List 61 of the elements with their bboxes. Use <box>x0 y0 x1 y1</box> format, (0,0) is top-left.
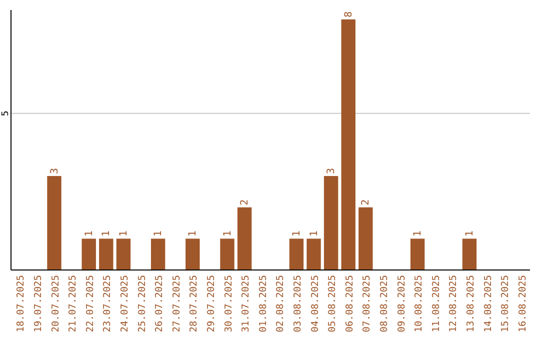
bar <box>410 238 425 270</box>
data-label: 1 <box>84 230 95 237</box>
bar <box>358 207 373 270</box>
x-tick-label: 16.08.2025 <box>517 275 528 332</box>
x-tick-label: 03.08.2025 <box>292 275 304 332</box>
bar <box>237 207 252 270</box>
x-tick-label: 01.08.2025 <box>258 275 269 332</box>
y-tick-label: 5 <box>1 110 11 116</box>
bar <box>47 176 62 270</box>
bar <box>306 238 321 270</box>
x-tick-label: 20.07.2025 <box>50 275 62 332</box>
x-tick-label: 27.07.2025 <box>171 275 182 332</box>
x-tick-label: 06.08.2025 <box>344 275 356 332</box>
data-label: 1 <box>222 230 234 237</box>
data-label: 8 <box>343 11 354 18</box>
x-tick-label: 09.08.2025 <box>396 275 408 332</box>
data-label: 2 <box>360 199 372 206</box>
x-tick-label: 15.08.2025 <box>500 275 512 332</box>
bar <box>150 238 166 270</box>
bar <box>462 238 477 270</box>
bar <box>220 238 234 270</box>
x-tick-label: 08.08.2025 <box>378 275 390 332</box>
x-tick-label: 23.07.2025 <box>102 275 114 332</box>
x-tick-label: 22.07.2025 <box>84 275 96 332</box>
x-tick-label: 04.08.2025 <box>310 275 321 332</box>
x-tick-label: 25.07.2025 <box>136 275 148 332</box>
bar <box>186 238 200 270</box>
data-label: 1 <box>464 230 476 237</box>
bar <box>82 238 96 270</box>
data-label: 3 <box>49 168 60 174</box>
bar <box>99 238 114 270</box>
x-tick-label: 29.07.2025 <box>206 275 217 332</box>
bar <box>341 19 356 270</box>
bar <box>116 238 131 270</box>
x-tick-label: 24.07.2025 <box>119 275 130 332</box>
bar <box>289 238 304 270</box>
x-tick-label: 10.08.2025 <box>414 275 425 332</box>
data-label: 1 <box>118 230 130 237</box>
x-tick-label: 21.07.2025 <box>68 275 79 332</box>
data-label: 1 <box>153 230 164 237</box>
data-label: 3 <box>326 168 338 174</box>
data-label: 1 <box>188 230 199 237</box>
x-tick-label: 05.08.2025 <box>327 275 338 332</box>
bar <box>324 176 338 270</box>
x-tick-label: 26.07.2025 <box>154 275 166 332</box>
x-tick-label: 02.08.2025 <box>275 275 286 332</box>
x-tick-label: 14.08.2025 <box>482 275 494 332</box>
x-tick-label: 12.08.2025 <box>448 275 460 332</box>
x-tick-label: 28.07.2025 <box>188 275 200 332</box>
x-tick-label: 19.07.2025 <box>32 275 44 332</box>
x-tick-label: 13.08.2025 <box>465 275 476 332</box>
data-label: 1 <box>412 230 424 237</box>
x-tick-label: 11.08.2025 <box>430 275 442 332</box>
x-tick-label: 30.07.2025 <box>223 275 234 332</box>
x-tick-label: 07.08.2025 <box>362 275 373 332</box>
x-tick-label: 18.07.2025 <box>16 275 27 332</box>
data-label: 1 <box>291 230 302 237</box>
data-label: 2 <box>240 199 251 206</box>
data-label: 1 <box>308 230 320 237</box>
x-tick-label: 31.07.2025 <box>240 275 252 332</box>
data-label: 1 <box>101 230 112 237</box>
